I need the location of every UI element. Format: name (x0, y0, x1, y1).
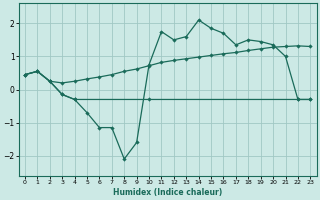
X-axis label: Humidex (Indice chaleur): Humidex (Indice chaleur) (113, 188, 222, 197)
